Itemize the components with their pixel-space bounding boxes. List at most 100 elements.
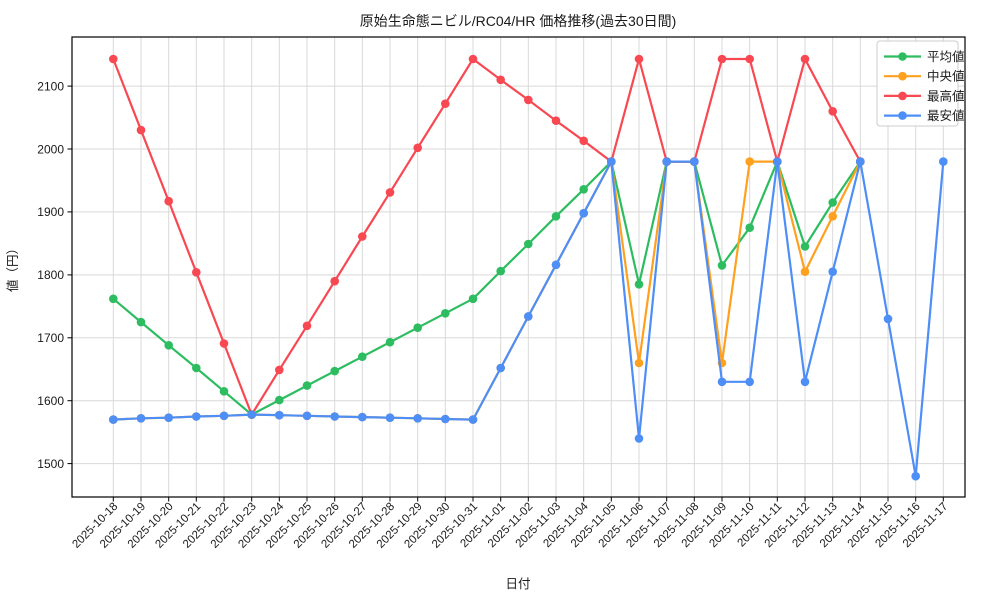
data-point-avg xyxy=(136,317,146,327)
data-point-avg xyxy=(385,337,395,347)
legend-marker-min xyxy=(898,111,907,120)
series-avg xyxy=(109,157,865,419)
data-point-min xyxy=(496,363,506,373)
data-point-min xyxy=(468,415,478,424)
data-point-max xyxy=(358,232,367,241)
data-point-avg xyxy=(330,366,340,376)
data-point-max xyxy=(800,54,810,64)
y-tick-label: 1900 xyxy=(37,205,64,219)
data-point-min xyxy=(579,208,588,218)
data-point-avg xyxy=(745,223,754,232)
data-point-max xyxy=(330,276,340,286)
data-point-max xyxy=(551,116,561,125)
legend-label-median: 中央値 xyxy=(927,69,965,84)
x-axis-label: 日付 xyxy=(505,577,530,591)
data-point-avg xyxy=(828,198,837,207)
data-point-avg xyxy=(496,266,506,276)
data-point-min xyxy=(219,411,229,421)
data-point-avg xyxy=(358,352,367,362)
data-point-min xyxy=(330,412,340,421)
data-point-avg xyxy=(413,323,423,333)
data-point-max xyxy=(136,125,146,135)
legend-box xyxy=(876,40,959,127)
data-point-avg xyxy=(579,185,588,194)
legend-label-min: 最安値 xyxy=(927,108,965,123)
legend-marker-max xyxy=(898,91,907,101)
data-point-max xyxy=(385,188,395,197)
data-point-median xyxy=(828,212,837,221)
data-point-min xyxy=(275,410,284,420)
y-tick-label: 1700 xyxy=(37,331,64,345)
series-line-max xyxy=(112,57,862,416)
data-point-min xyxy=(690,157,699,166)
data-point-min xyxy=(247,410,256,419)
data-point-min xyxy=(524,312,533,321)
plot-area: 15001600170018001900200021002025-10-1820… xyxy=(37,36,966,551)
data-point-avg xyxy=(800,242,810,251)
legend-item-avg: 平均値 xyxy=(884,49,965,64)
y-tick-label: 1500 xyxy=(37,457,64,471)
data-point-min xyxy=(109,415,118,424)
data-point-min xyxy=(302,411,312,421)
data-point-avg xyxy=(192,363,201,373)
data-point-avg xyxy=(164,341,173,350)
data-point-median xyxy=(634,358,644,368)
y-tick-label: 1800 xyxy=(37,268,64,282)
legend-marker-median xyxy=(898,71,907,81)
data-point-avg xyxy=(302,381,312,390)
data-point-min xyxy=(607,157,616,166)
data-point-avg xyxy=(275,395,284,405)
data-point-min xyxy=(385,413,395,423)
data-point-max xyxy=(219,339,229,348)
legend-marker-avg xyxy=(898,52,907,61)
data-point-max xyxy=(468,54,478,64)
data-point-min xyxy=(883,314,893,324)
data-point-max xyxy=(192,268,201,277)
legend-item-median: 中央値 xyxy=(884,69,965,84)
data-point-avg xyxy=(441,309,450,318)
data-point-max xyxy=(441,99,450,108)
y-tick-label: 2000 xyxy=(37,142,64,156)
data-point-min xyxy=(551,260,561,270)
data-point-min xyxy=(662,157,671,166)
data-point-max xyxy=(496,75,506,85)
data-point-avg xyxy=(109,294,118,304)
data-point-min xyxy=(745,377,754,387)
data-point-max xyxy=(634,54,644,64)
data-point-min xyxy=(828,267,837,277)
data-point-min xyxy=(192,412,201,421)
chart-title: 原始生命態ニビル/RC04/HR 価格推移(過去30日間) xyxy=(360,13,677,29)
data-point-min xyxy=(856,157,865,166)
data-point-max xyxy=(109,54,118,64)
y-axis-label: 値（円） xyxy=(5,242,20,292)
data-point-min xyxy=(358,412,367,422)
data-point-max xyxy=(524,95,533,105)
data-point-min xyxy=(911,471,920,481)
series-max xyxy=(109,54,865,419)
data-point-max xyxy=(717,54,727,64)
data-point-min xyxy=(939,157,948,166)
gridlines xyxy=(72,37,965,497)
data-point-min xyxy=(634,434,644,443)
data-point-max xyxy=(413,143,423,153)
data-point-median xyxy=(745,157,754,166)
y-tick-label: 1600 xyxy=(37,394,64,408)
data-point-median xyxy=(800,267,810,277)
legend-label-avg: 平均値 xyxy=(927,49,965,64)
series-line-avg xyxy=(112,160,862,416)
data-point-min xyxy=(773,157,782,166)
axis-tick-labels: 15001600170018001900200021002025-10-1820… xyxy=(37,79,950,550)
data-point-avg xyxy=(524,239,533,249)
plot-border xyxy=(71,36,966,498)
data-point-min xyxy=(441,414,450,424)
data-point-max xyxy=(579,136,588,146)
data-point-max xyxy=(164,196,173,206)
data-point-max xyxy=(745,54,754,64)
data-point-min xyxy=(413,414,423,423)
legend-item-max: 最高値 xyxy=(884,88,965,103)
data-point-max xyxy=(828,107,837,116)
y-tick-label: 2100 xyxy=(37,79,64,93)
